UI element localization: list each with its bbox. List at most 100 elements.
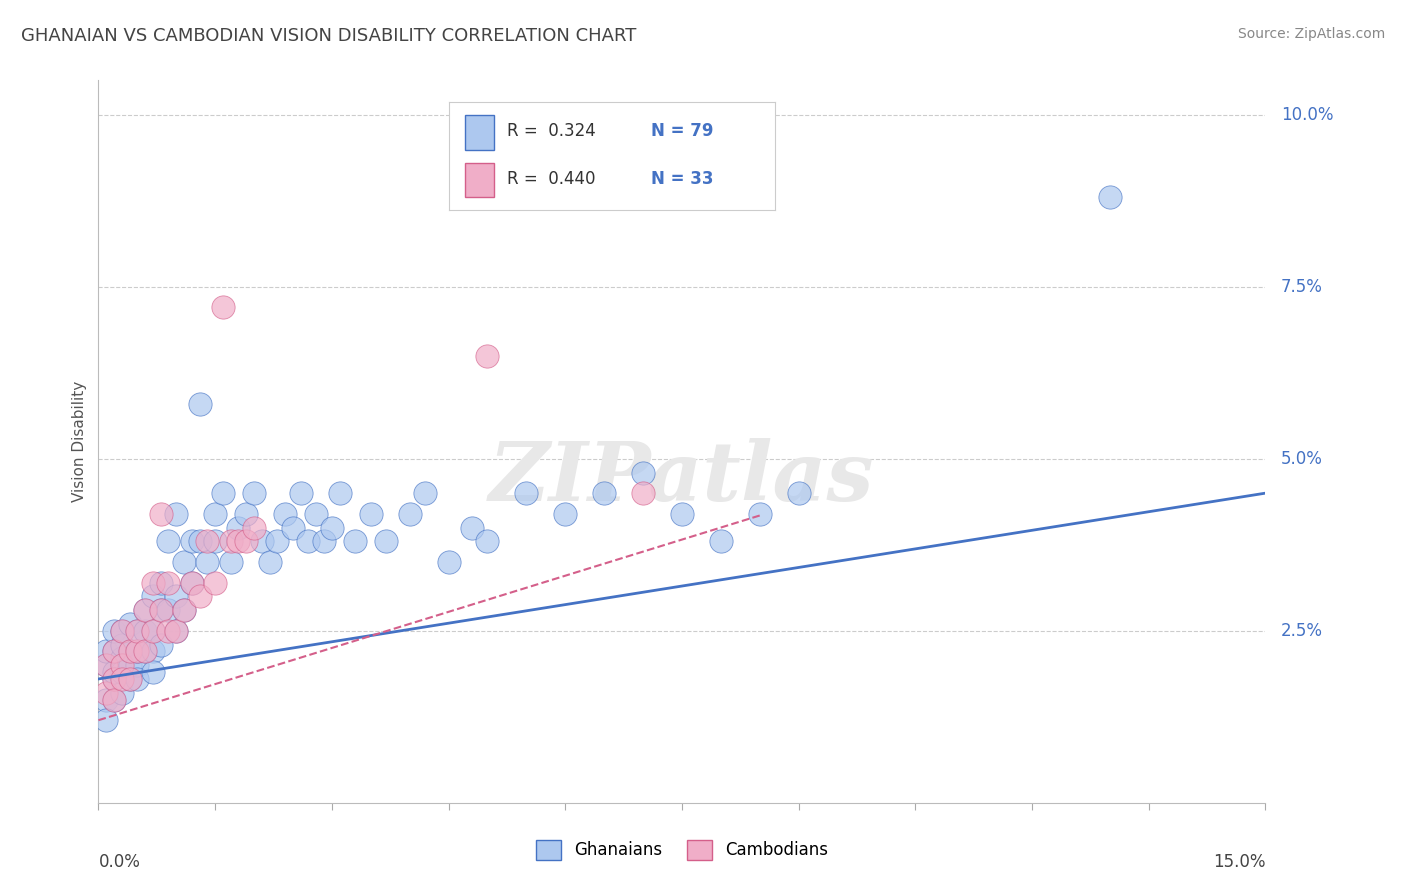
Point (142, 644, 165, 658)
Point (142, 590, 165, 604)
Point (243, 520, 266, 534)
Text: Source: ZipAtlas.com: Source: ZipAtlas.com (1237, 27, 1385, 41)
Point (195, 555, 218, 569)
Point (103, 624, 125, 638)
Point (748, 507, 770, 521)
Point (219, 555, 242, 569)
Point (165, 590, 187, 604)
Point (118, 616, 141, 631)
Point (157, 603, 180, 617)
Legend: Ghanaians, Cambodians: Ghanaians, Cambodians (529, 833, 835, 867)
Point (142, 624, 165, 638)
Point (142, 624, 165, 638)
Point (134, 624, 156, 638)
Point (142, 665, 165, 679)
Point (274, 507, 297, 521)
Point (180, 575, 202, 590)
Point (157, 624, 180, 638)
Point (103, 672, 125, 686)
Point (111, 658, 134, 673)
Point (188, 590, 211, 604)
Point (180, 575, 202, 590)
Y-axis label: Vision Disability: Vision Disability (72, 381, 87, 502)
Point (1098, 190, 1121, 204)
Point (111, 686, 134, 700)
Point (111, 624, 134, 638)
Point (103, 692, 125, 706)
Point (127, 672, 149, 686)
Point (228, 520, 250, 534)
Point (111, 651, 134, 665)
Point (111, 624, 134, 638)
Point (250, 534, 273, 549)
Point (134, 644, 156, 658)
Point (235, 534, 257, 549)
Text: 15.0%: 15.0% (1213, 854, 1265, 871)
Point (266, 534, 288, 549)
Point (204, 575, 226, 590)
Point (173, 603, 195, 617)
Point (219, 534, 242, 549)
Point (259, 555, 281, 569)
Point (671, 507, 693, 521)
Point (398, 507, 420, 521)
Point (103, 692, 125, 706)
Point (157, 534, 180, 549)
Point (243, 486, 266, 500)
Text: ZIPatlas: ZIPatlas (489, 438, 875, 517)
Point (165, 507, 187, 521)
Point (103, 672, 125, 686)
Point (134, 603, 156, 617)
Point (204, 507, 226, 521)
Point (281, 520, 304, 534)
Point (437, 555, 460, 569)
Point (118, 644, 141, 658)
Point (173, 555, 195, 569)
Point (710, 534, 733, 549)
Point (290, 486, 312, 500)
Point (127, 624, 149, 638)
Point (118, 658, 141, 673)
Point (329, 486, 352, 500)
Point (212, 486, 235, 500)
Point (305, 507, 328, 521)
Point (297, 534, 319, 549)
Point (477, 349, 499, 363)
Point (96, 658, 118, 673)
Point (235, 507, 257, 521)
Point (787, 486, 810, 500)
Point (111, 665, 134, 679)
Point (96, 644, 118, 658)
Point (165, 624, 187, 638)
Point (188, 397, 211, 411)
Point (228, 534, 250, 549)
Point (103, 644, 125, 658)
Point (111, 638, 134, 652)
Point (134, 603, 156, 617)
Point (593, 486, 616, 500)
Point (127, 658, 149, 673)
Point (204, 534, 226, 549)
Point (111, 672, 134, 686)
Point (96, 713, 118, 727)
Point (165, 624, 187, 638)
Point (554, 507, 576, 521)
Point (96, 686, 118, 700)
Point (96, 658, 118, 673)
Point (149, 603, 172, 617)
Point (96, 692, 118, 706)
Point (515, 486, 537, 500)
Point (321, 520, 343, 534)
Point (631, 466, 654, 480)
Text: 5.0%: 5.0% (1281, 450, 1323, 467)
Point (461, 520, 484, 534)
Text: GHANAIAN VS CAMBODIAN VISION DISABILITY CORRELATION CHART: GHANAIAN VS CAMBODIAN VISION DISABILITY … (21, 27, 637, 45)
Point (173, 603, 195, 617)
Point (127, 644, 149, 658)
Point (149, 575, 172, 590)
Point (477, 534, 499, 549)
Text: 0.0%: 0.0% (98, 854, 141, 871)
Text: 2.5%: 2.5% (1281, 622, 1323, 640)
Point (118, 644, 141, 658)
Point (118, 672, 141, 686)
